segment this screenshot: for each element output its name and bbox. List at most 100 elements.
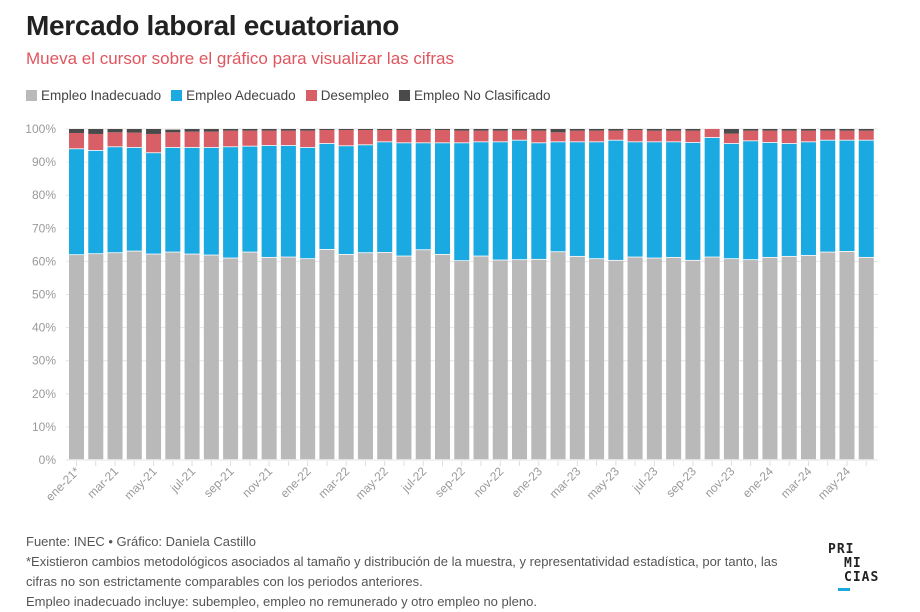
bar-segment-empleo-no-clasificado[interactable] [762, 129, 778, 131]
bar-stack[interactable] [454, 129, 470, 460]
bar-segment-desempleo[interactable] [512, 130, 528, 140]
bar-segment-empleo-no-clasificado[interactable] [646, 129, 662, 131]
primicias-logo[interactable]: PRI MI CIAS [828, 543, 878, 585]
bar-segment-desempleo[interactable] [88, 133, 104, 151]
bar-segment-desempleo[interactable] [723, 133, 739, 144]
bar-segment-empleo-no-clasificado[interactable] [858, 129, 874, 131]
bar-segment-empleo-adecuado[interactable] [165, 147, 181, 252]
bar-stack[interactable] [415, 129, 431, 460]
bar-segment-empleo-inadecuado[interactable] [666, 257, 682, 460]
bar-segment-desempleo[interactable] [858, 130, 874, 140]
bar-segment-desempleo[interactable] [377, 129, 393, 142]
bar-segment-empleo-inadecuado[interactable] [550, 252, 566, 460]
bar-segment-desempleo[interactable] [338, 129, 354, 146]
bar-segment-empleo-adecuado[interactable] [434, 143, 451, 254]
bar-stack[interactable] [627, 129, 643, 460]
bar-stack[interactable] [377, 129, 393, 460]
bar-stack[interactable] [820, 129, 836, 460]
bar-segment-empleo-no-clasificado[interactable] [88, 129, 104, 134]
bar-segment-empleo-inadecuado[interactable] [126, 251, 142, 460]
bar-segment-empleo-adecuado[interactable] [589, 142, 605, 259]
bar-segment-desempleo[interactable] [126, 132, 142, 148]
bar-segment-empleo-inadecuado[interactable] [454, 261, 470, 460]
bar-segment-empleo-adecuado[interactable] [762, 142, 778, 257]
bar-stack[interactable] [357, 129, 373, 460]
legend-item-no-clasificado[interactable]: Empleo No Clasificado [398, 88, 551, 103]
bar-segment-desempleo[interactable] [550, 132, 566, 142]
bar-segment-desempleo[interactable] [839, 130, 855, 140]
bar-stack[interactable] [300, 129, 316, 460]
bar-stack[interactable] [858, 129, 874, 460]
bar-segment-empleo-no-clasificado[interactable] [242, 129, 258, 131]
bar-segment-empleo-adecuado[interactable] [743, 141, 759, 260]
bar-segment-empleo-no-clasificado[interactable] [723, 129, 739, 134]
bar-segment-empleo-no-clasificado[interactable] [223, 129, 239, 131]
bar-segment-empleo-inadecuado[interactable] [280, 257, 296, 460]
bar-stack[interactable] [569, 129, 585, 460]
bar-stack[interactable] [666, 129, 682, 460]
bar-segment-empleo-no-clasificado[interactable] [685, 129, 701, 131]
bar-segment-empleo-adecuado[interactable] [531, 143, 547, 259]
bar-segment-desempleo[interactable] [357, 129, 373, 145]
bar-stack[interactable] [550, 129, 566, 460]
bar-stack[interactable] [743, 129, 759, 460]
bar-segment-empleo-no-clasificado[interactable] [473, 129, 489, 131]
bar-segment-empleo-no-clasificado[interactable] [319, 129, 335, 130]
bar-segment-empleo-inadecuado[interactable] [88, 254, 104, 460]
legend-item-inadecuado[interactable]: Empleo Inadecuado [26, 88, 161, 103]
bar-segment-empleo-no-clasificado[interactable] [550, 129, 566, 133]
bar-segment-empleo-adecuado[interactable] [858, 140, 874, 257]
bar-segment-empleo-no-clasificado[interactable] [820, 129, 836, 131]
legend-item-desempleo[interactable]: Desempleo [305, 88, 389, 103]
bar-stack[interactable] [531, 129, 547, 460]
bar-stack[interactable] [88, 129, 104, 460]
bar-segment-empleo-adecuado[interactable] [685, 142, 701, 260]
bar-segment-empleo-adecuado[interactable] [88, 150, 104, 254]
bar-segment-empleo-inadecuado[interactable] [723, 259, 739, 460]
bar-segment-empleo-inadecuado[interactable] [415, 250, 431, 460]
bar-segment-empleo-no-clasificado[interactable] [126, 129, 142, 133]
bar-segment-desempleo[interactable] [242, 130, 258, 146]
bar-stack[interactable] [589, 129, 605, 460]
bar-segment-empleo-inadecuado[interactable] [223, 258, 239, 460]
bar-segment-empleo-inadecuado[interactable] [820, 252, 836, 460]
bar-segment-empleo-no-clasificado[interactable] [300, 129, 316, 131]
bar-segment-empleo-adecuado[interactable] [800, 142, 816, 255]
bar-segment-empleo-adecuado[interactable] [473, 142, 489, 256]
bar-segment-empleo-inadecuado[interactable] [300, 259, 316, 460]
bar-segment-desempleo[interactable] [820, 130, 836, 140]
bar-segment-empleo-adecuado[interactable] [569, 142, 585, 256]
bar-segment-empleo-no-clasificado[interactable] [146, 129, 162, 134]
bar-stack[interactable] [165, 129, 181, 460]
bar-segment-empleo-adecuado[interactable] [338, 146, 354, 254]
bar-segment-desempleo[interactable] [415, 129, 431, 143]
bar-segment-desempleo[interactable] [146, 133, 162, 153]
bar-segment-desempleo[interactable] [627, 129, 643, 142]
bar-segment-desempleo[interactable] [184, 131, 200, 148]
bar-stack[interactable] [608, 129, 624, 460]
bar-segment-desempleo[interactable] [319, 129, 335, 144]
bar-stack[interactable] [704, 129, 720, 460]
bar-stack[interactable] [781, 129, 797, 460]
bar-segment-empleo-adecuado[interactable] [107, 147, 123, 253]
bar-segment-empleo-inadecuado[interactable] [338, 254, 354, 460]
bar-segment-empleo-no-clasificado[interactable] [589, 129, 605, 131]
bar-segment-empleo-inadecuado[interactable] [531, 259, 547, 460]
bar-segment-empleo-no-clasificado[interactable] [261, 129, 277, 131]
bar-segment-empleo-adecuado[interactable] [666, 142, 682, 257]
bar-stack[interactable] [319, 129, 335, 460]
bar-segment-empleo-inadecuado[interactable] [569, 256, 585, 460]
bar-segment-empleo-inadecuado[interactable] [858, 257, 874, 460]
bar-segment-empleo-inadecuado[interactable] [107, 253, 123, 460]
bar-stack[interactable] [126, 129, 142, 460]
bar-segment-empleo-no-clasificado[interactable] [377, 129, 393, 130]
bar-stack[interactable] [107, 129, 123, 460]
bar-stack[interactable] [396, 129, 412, 460]
legend-item-adecuado[interactable]: Empleo Adecuado [171, 88, 296, 103]
bar-segment-desempleo[interactable] [280, 130, 296, 146]
bar-segment-empleo-inadecuado[interactable] [800, 255, 816, 460]
bar-segment-empleo-adecuado[interactable] [184, 147, 200, 254]
bar-segment-desempleo[interactable] [396, 129, 412, 143]
bar-segment-desempleo[interactable] [704, 129, 720, 138]
bar-segment-empleo-adecuado[interactable] [492, 142, 508, 260]
